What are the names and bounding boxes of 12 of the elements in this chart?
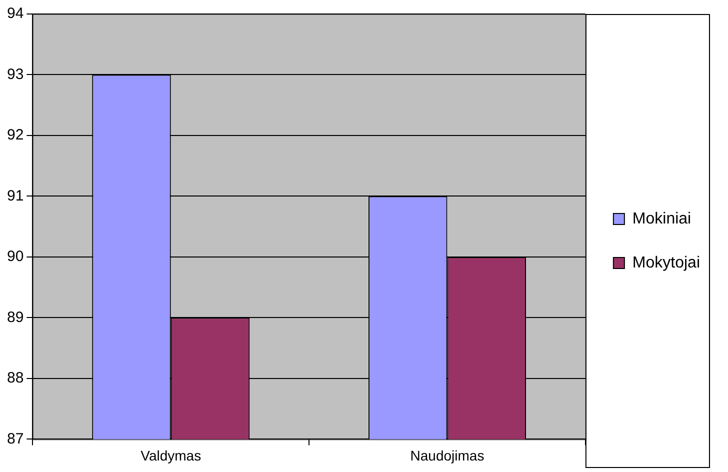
y-tick-label: 90	[6, 248, 24, 266]
y-tick-label: 88	[6, 370, 24, 387]
y-tick-label: 93	[6, 66, 24, 83]
x-tick-label: Naudojimas	[410, 447, 484, 464]
legend-label: Mokytojai	[632, 254, 700, 272]
y-tick-label: 91	[6, 187, 24, 204]
y-tick-label: 94	[6, 5, 24, 22]
legend-label: Mokiniai	[632, 210, 692, 228]
x-tick-label: Valdymas	[140, 447, 202, 464]
y-tick-label: 92	[6, 126, 24, 144]
y-tick-label: 87	[6, 430, 24, 448]
y-tick-label: 89	[6, 308, 24, 326]
